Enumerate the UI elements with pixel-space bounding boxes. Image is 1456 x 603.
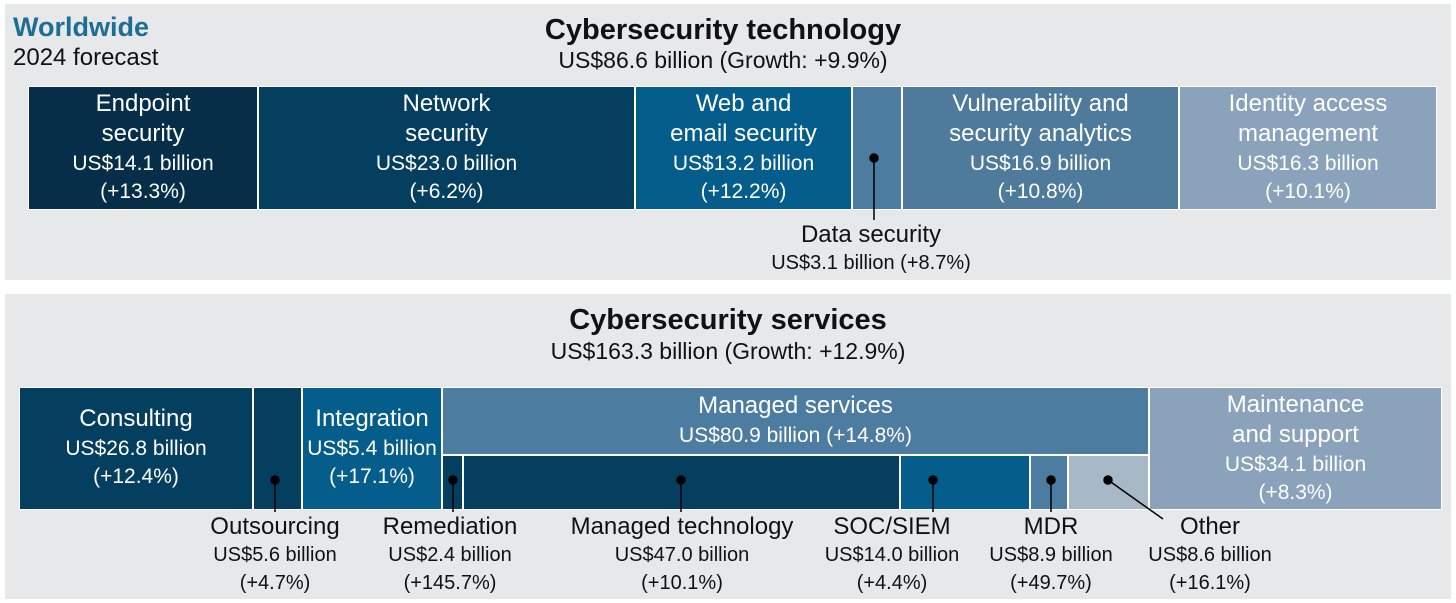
tech-label-endpoint-1: Endpoint: [95, 90, 191, 117]
leader-dot-soc-siem: [928, 475, 938, 485]
serv-box-consulting: Consulting US$26.8 billion (+12.4%): [19, 387, 253, 510]
serv-label-integration: Integration: [315, 405, 429, 432]
callout-data-security-name: Data security: [800, 221, 942, 248]
tech-label-web-2: email security: [670, 120, 817, 147]
callout-remediation-name: Remediation: [382, 513, 518, 540]
tech-label-vuln-1: Vulnerability and: [952, 90, 1129, 117]
serv-box-managed-services: Managed services US$80.9 billion (+14.8%…: [442, 387, 1149, 455]
callout-mdr-growth: (+49.7%): [1010, 572, 1092, 594]
tech-value-vuln: US$16.9 billion: [969, 152, 1112, 175]
callout-data-security-value: US$3.1 billion (+8.7%): [771, 252, 971, 274]
callout-other-name: Other: [1179, 513, 1241, 540]
callout-mdr-name: MDR: [1023, 513, 1079, 540]
tech-value-web: US$13.2 billion: [672, 152, 815, 175]
serv-growth-consulting: (+12.4%): [93, 465, 179, 488]
callout-soc-siem-name: SOC/SIEM: [833, 513, 951, 540]
serv-value-maintenance: US$34.1 billion: [1224, 453, 1367, 476]
callout-soc-siem-value: US$14.0 billion: [824, 544, 960, 566]
tech-label-endpoint-2: security: [101, 120, 185, 147]
tech-label-network-1: Network: [402, 90, 491, 117]
tech-box-identity: Identity access management US$16.3 billi…: [1179, 86, 1437, 210]
callout-other: Other US$8.6 billion (+16.1%): [1148, 512, 1271, 597]
tech-value-network: US$23.0 billion: [375, 152, 518, 175]
tech-label-identity-2: management: [1237, 120, 1379, 147]
tech-box-data-security: [852, 86, 902, 210]
tech-growth-network: (+6.2%): [409, 180, 484, 203]
callout-remediation-growth: (+145.7%): [403, 572, 497, 594]
tech-growth-identity: (+10.1%): [1265, 180, 1351, 203]
tech-label-web-1: Web and: [695, 90, 792, 117]
forecast-label: 2024 forecast: [13, 44, 159, 71]
tech-growth-endpoint: (+13.3%): [100, 180, 186, 203]
tech-box-vulnerability: Vulnerability and security analytics US$…: [902, 86, 1179, 210]
callout-mdr: MDR US$8.9 billion (+49.7%): [989, 512, 1112, 597]
tech-box-network: Network security US$23.0 billion (+6.2%): [258, 86, 635, 210]
leader-dot-data-security: [869, 153, 879, 163]
callout-mdr-value: US$8.9 billion: [989, 544, 1113, 566]
services-subtitle: US$163.3 billion (Growth: +12.9%): [550, 338, 906, 364]
technology-title: Cybersecurity technology: [544, 14, 902, 46]
serv-growth-maintenance: (+8.3%): [1258, 481, 1333, 504]
leader-dot-mdr: [1046, 475, 1056, 485]
serv-label-consulting: Consulting: [79, 405, 193, 432]
serv-label-maintenance-1: Maintenance: [1226, 391, 1365, 418]
callout-remediation: Remediation US$2.4 billion (+145.7%): [383, 512, 518, 597]
tech-label-vuln-2: security analytics: [949, 120, 1132, 147]
callout-outsourcing-value: US$5.6 billion: [213, 544, 337, 566]
tech-box-endpoint: Endpoint security US$14.1 billion (+13.3…: [28, 86, 258, 210]
serv-label-managed: Managed services: [698, 392, 893, 419]
callout-outsourcing-name: Outsourcing: [210, 513, 340, 540]
callout-managed-technology-name: Managed technology: [570, 513, 794, 540]
leader-dot-managed-technology: [676, 475, 686, 485]
callout-soc-siem: SOC/SIEM US$14.0 billion (+4.4%): [825, 512, 960, 597]
callout-other-value: US$8.6 billion: [1148, 544, 1272, 566]
callout-data-security: Data security US$3.1 billion (+8.7%): [771, 220, 971, 277]
leader-dot-other: [1103, 475, 1113, 485]
callout-outsourcing-growth: (+4.7%): [239, 572, 311, 594]
tech-label-identity-1: Identity access: [1228, 90, 1388, 117]
tech-growth-vuln: (+10.8%): [997, 180, 1084, 203]
leader-dot-outsourcing: [270, 475, 280, 485]
serv-box-soc-siem: [900, 455, 1030, 510]
serv-value-managed: US$80.9 billion (+14.8%): [679, 424, 912, 447]
callout-remediation-value: US$2.4 billion: [388, 544, 512, 566]
tech-growth-web: (+12.2%): [700, 180, 787, 203]
leader-line-other: [1107, 479, 1164, 520]
technology-subtitle: US$86.6 billion (Growth: +9.9%): [558, 47, 888, 73]
serv-box-outsourcing: [253, 387, 302, 510]
serv-value-integration: US$5.4 billion: [307, 437, 437, 460]
callout-managed-technology-growth: (+10.1%): [641, 572, 723, 594]
leader-dot-remediation: [448, 475, 458, 485]
callout-managed-technology: Managed technology US$47.0 billion (+10.…: [571, 512, 794, 597]
region-label: Worldwide: [13, 12, 150, 42]
tech-label-network-2: security: [405, 120, 488, 147]
services-title: Cybersecurity services: [569, 304, 887, 336]
callout-other-growth: (+16.1%): [1169, 572, 1251, 594]
tech-value-identity: US$16.3 billion: [1237, 152, 1379, 175]
callout-soc-siem-growth: (+4.4%): [856, 572, 928, 594]
serv-value-consulting: US$26.8 billion: [65, 437, 207, 460]
serv-label-maintenance-2: and support: [1232, 421, 1359, 448]
callout-outsourcing: Outsourcing US$5.6 billion (+4.7%): [210, 512, 339, 597]
serv-box-maintenance: Maintenance and support US$34.1 billion …: [1149, 387, 1442, 510]
callout-managed-technology-value: US$47.0 billion: [614, 544, 750, 566]
tech-box-web-email: Web and email security US$13.2 billion (…: [635, 86, 852, 210]
serv-growth-integration: (+17.1%): [329, 465, 415, 488]
tech-value-endpoint: US$14.1 billion: [72, 152, 214, 175]
serv-box-integration: Integration US$5.4 billion (+17.1%): [302, 387, 442, 510]
